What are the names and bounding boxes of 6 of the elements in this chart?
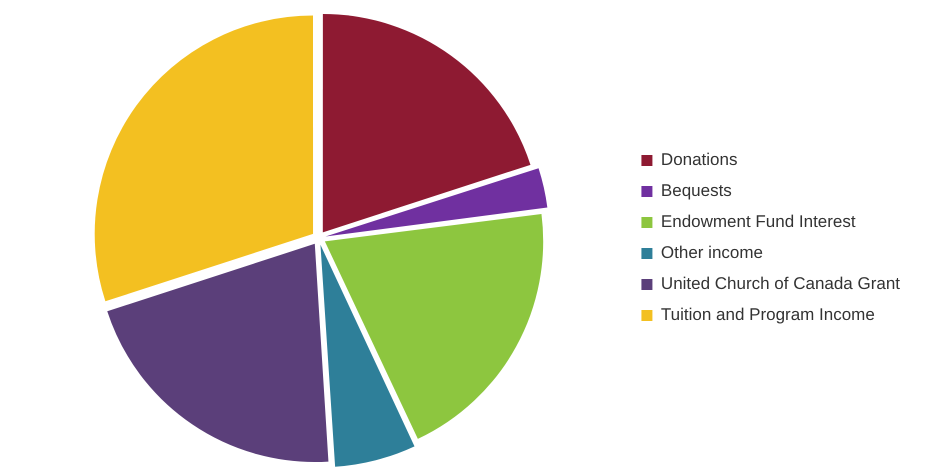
legend-label: Tuition and Program Income [660,305,875,324]
legend-label: Donations [660,150,738,170]
legend-label: Other income [660,243,763,262]
legend-label: United Church of Canada Grant [660,274,900,294]
legend-label: Endowment Fund Interest [660,212,856,232]
legend-label: Bequests [660,181,732,200]
